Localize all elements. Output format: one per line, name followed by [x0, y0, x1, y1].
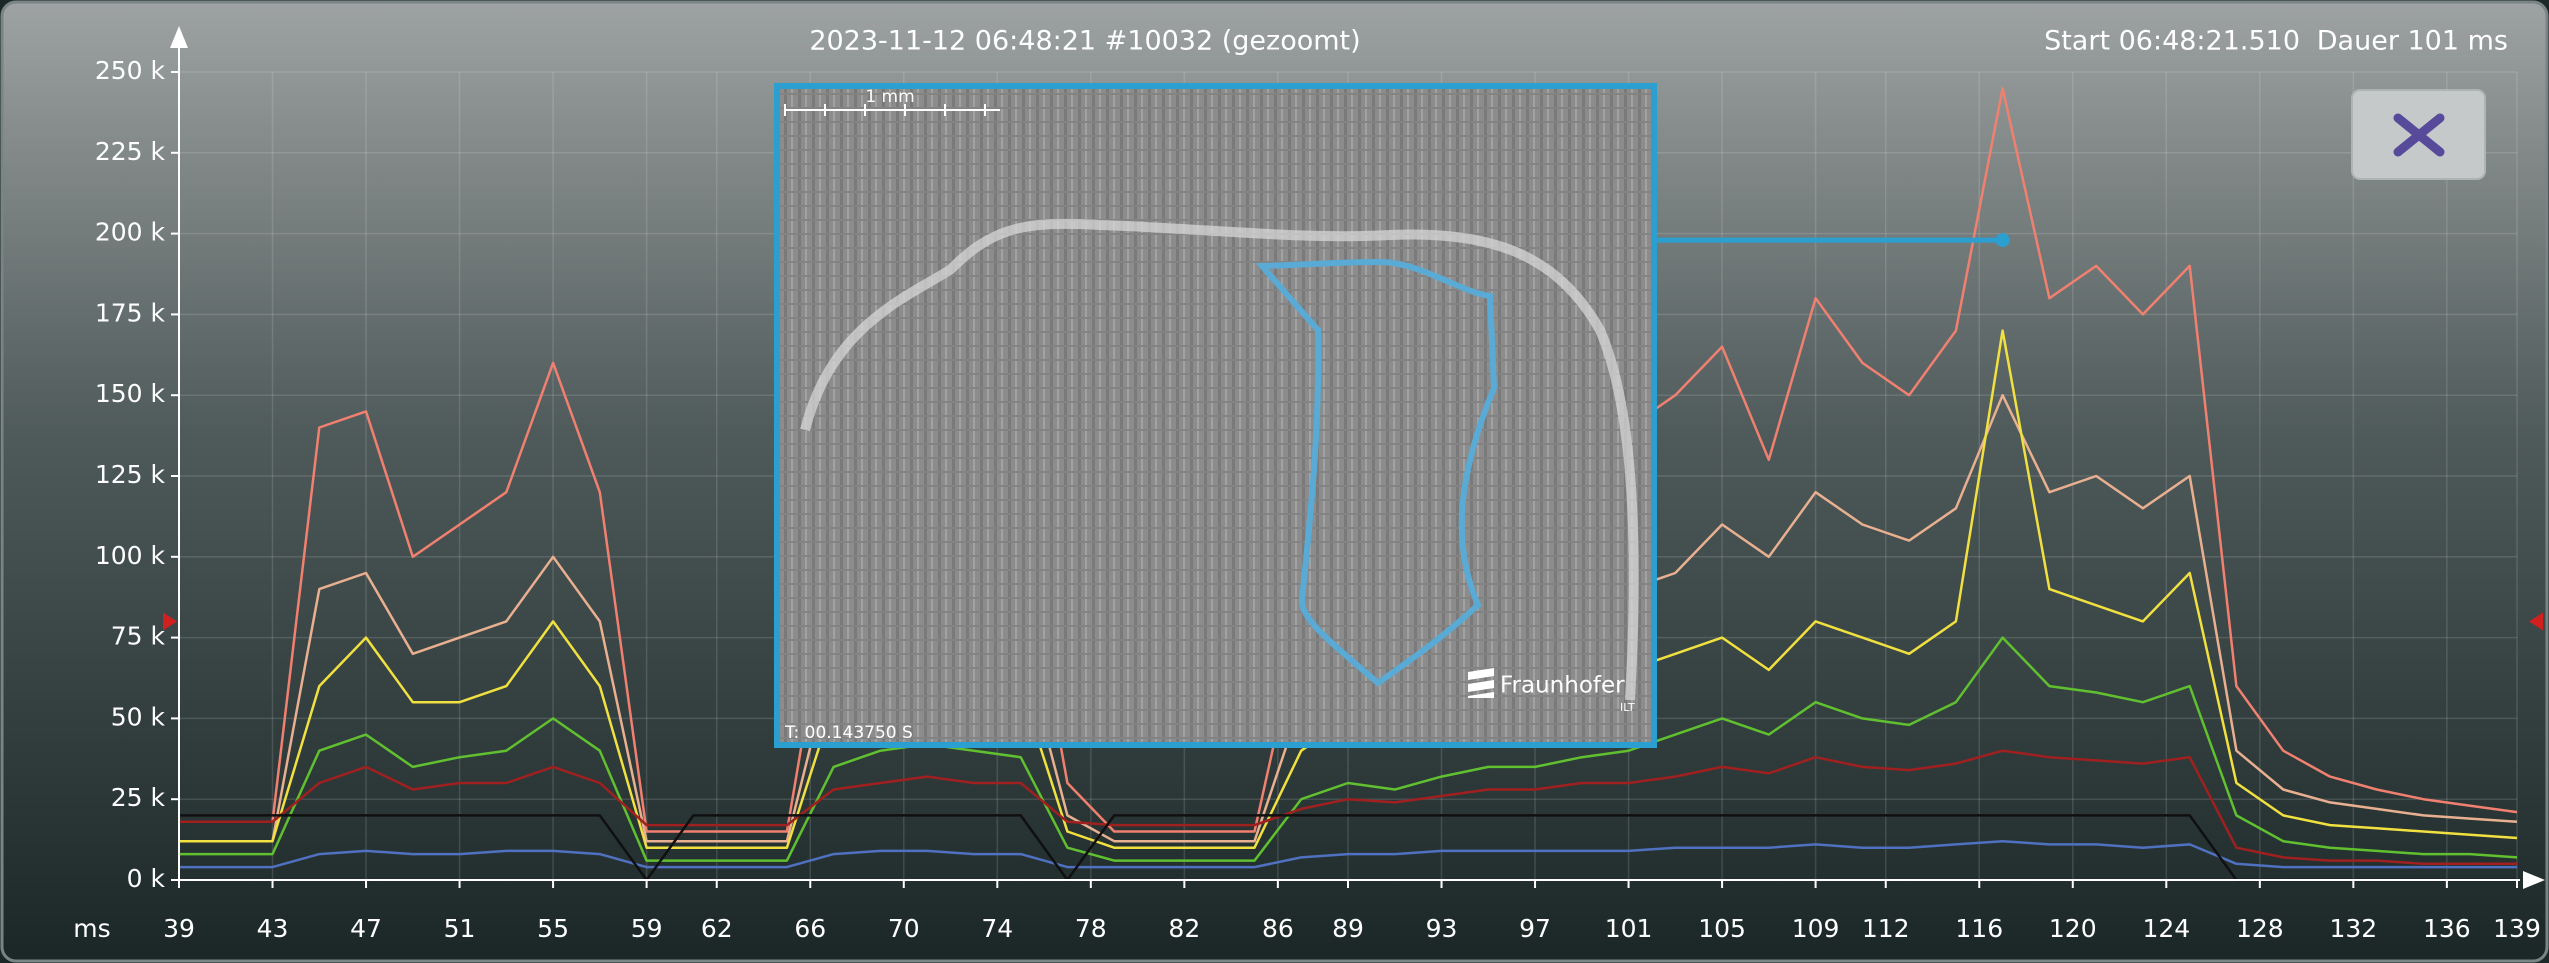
x-tick-label: 39 — [163, 914, 195, 943]
x-tick-label: 128 — [2236, 914, 2284, 943]
x-tick-label: 105 — [1698, 914, 1746, 943]
y-tick-label: 200 k — [95, 218, 166, 247]
x-tick-label: 66 — [794, 914, 826, 943]
x-tick-label: 97 — [1519, 914, 1551, 943]
duration-label: Dauer 101 ms — [2317, 26, 2508, 57]
close-button[interactable] — [2352, 90, 2485, 179]
x-tick-label: 139 — [2493, 914, 2541, 943]
page: 2023-11-12 06:48:21 #10032 (gezoomt) Sta… — [0, 0, 2549, 963]
time-label: T: 00.143750 S — [784, 723, 913, 743]
y-tick-label: 150 k — [95, 379, 166, 408]
x-tick-label: 136 — [2423, 914, 2471, 943]
y-tick-label: 25 k — [111, 783, 166, 812]
x-tick-label: 62 — [701, 914, 733, 943]
chart-title: 2023-11-12 06:48:21 #10032 (gezoomt) — [809, 26, 1360, 57]
x-tick-label: 116 — [1955, 914, 2003, 943]
inset-image: 1 mm T: 00.143750 S Fraunhofer ILT — [777, 86, 1654, 745]
x-tick-label: 109 — [1792, 914, 1840, 943]
x-tick-label: 82 — [1168, 914, 1200, 943]
x-tick-label: 101 — [1605, 914, 1653, 943]
x-tick-label: 43 — [257, 914, 289, 943]
x-tick-label: 89 — [1332, 914, 1364, 943]
chart: 2023-11-12 06:48:21 #10032 (gezoomt) Sta… — [0, 0, 2549, 963]
y-tick-label: 0 k — [127, 864, 166, 893]
y-tick-label: 100 k — [95, 541, 166, 570]
y-tick-label: 250 k — [95, 56, 166, 85]
x-tick-label: 47 — [350, 914, 382, 943]
x-tick-label: 124 — [2142, 914, 2190, 943]
x-tick-label: 70 — [888, 914, 920, 943]
x-tick-label: 120 — [2049, 914, 2097, 943]
x-tick-label: 86 — [1262, 914, 1294, 943]
y-tick-label: 50 k — [111, 702, 166, 731]
start-label: Start 06:48:21.510 — [2044, 26, 2300, 57]
inset-photo — [777, 86, 1654, 745]
x-tick-label: 132 — [2329, 914, 2377, 943]
x-tick-label: 112 — [1862, 914, 1910, 943]
y-tick-label: 125 k — [95, 460, 166, 489]
scale-label: 1 mm — [865, 87, 914, 107]
logo-text: Fraunhofer — [1500, 673, 1625, 699]
x-tick-label: 78 — [1075, 914, 1107, 943]
x-axis-label: ms — [73, 914, 110, 943]
callout-point — [1996, 233, 2010, 247]
logo-sub: ILT — [1620, 701, 1635, 714]
x-tick-label: 74 — [981, 914, 1013, 943]
y-tick-label: 225 k — [95, 137, 166, 166]
x-tick-label: 51 — [444, 914, 476, 943]
x-tick-label: 93 — [1426, 914, 1458, 943]
y-tick-label: 175 k — [95, 298, 166, 327]
x-tick-label: 55 — [537, 914, 569, 943]
y-tick-label: 75 k — [111, 622, 166, 651]
x-tick-label: 59 — [631, 914, 663, 943]
